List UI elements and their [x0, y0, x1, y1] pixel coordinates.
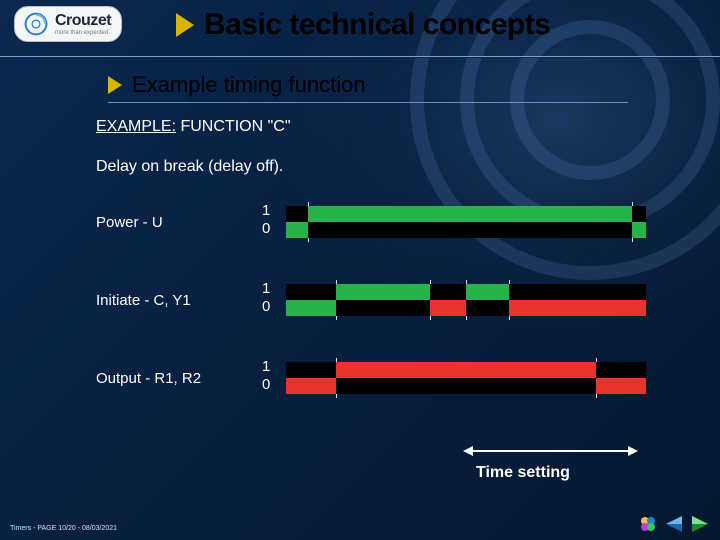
signal-segment: [286, 300, 336, 316]
tick: [632, 202, 633, 206]
signal-track: [286, 206, 646, 238]
example-line: EXAMPLE: FUNCTION "C": [96, 118, 291, 136]
tick: [632, 238, 633, 242]
delay-line: Delay on break (delay off).: [96, 158, 283, 176]
tick: [336, 280, 337, 284]
tick: [336, 394, 337, 398]
tick: [596, 358, 597, 362]
signal-row: Initiate - C, Y1 10: [96, 276, 656, 336]
signal-segment: [632, 222, 646, 238]
tick: [430, 316, 431, 320]
example-rest: FUNCTION "C": [176, 118, 290, 135]
subtitle-row: Example timing function: [108, 72, 366, 98]
tick: [509, 316, 510, 320]
title-rule: [0, 56, 720, 58]
logo-badge: Crouzet more than expected: [14, 6, 122, 42]
next-icon[interactable]: [692, 516, 708, 532]
prev-icon[interactable]: [666, 516, 682, 532]
time-setting-arrow-icon: [463, 442, 638, 460]
signal-label: Output - R1, R2: [96, 370, 256, 387]
logo-tagline: more than expected: [55, 30, 111, 36]
example-underline: EXAMPLE:: [96, 118, 176, 135]
signal-segment: [308, 206, 632, 222]
page-title: Basic technical concepts: [204, 8, 550, 42]
time-setting-label: Time setting: [476, 464, 570, 482]
signal-label: Initiate - C, Y1: [96, 292, 256, 309]
signal-segment: [509, 300, 646, 316]
signal-segment: [466, 284, 509, 300]
signal-segment: [336, 284, 430, 300]
tick: [466, 316, 467, 320]
signal-segment: [430, 300, 466, 316]
tick: [466, 280, 467, 284]
level-labels: 10: [262, 358, 270, 394]
subtitle-bullet-icon: [108, 76, 122, 94]
home-icon[interactable]: [640, 516, 656, 532]
title-bullet-icon: [176, 13, 194, 37]
timing-chart: Power - U10Initiate - C, Y110Output - R1…: [96, 198, 656, 448]
signal-track: [286, 284, 646, 316]
logo-swirl-icon: [23, 11, 49, 37]
level-labels: 10: [262, 280, 270, 316]
signal-row: Output - R1, R2 10: [96, 354, 656, 414]
level-labels: 10: [262, 202, 270, 238]
nav-controls: [640, 516, 708, 532]
tick: [308, 202, 309, 206]
signal-segment: [286, 378, 336, 394]
signal-segment: [596, 378, 646, 394]
title-row: Basic technical concepts: [176, 8, 550, 42]
page-subtitle: Example timing function: [132, 72, 366, 98]
logo-brand: Crouzet: [55, 12, 111, 29]
signal-track: [286, 362, 646, 394]
subtitle-rule: [108, 102, 628, 103]
tick: [509, 280, 510, 284]
tick: [308, 238, 309, 242]
tick: [596, 394, 597, 398]
tick: [336, 358, 337, 362]
tick: [336, 316, 337, 320]
signal-segment: [286, 222, 308, 238]
signal-segment: [336, 362, 595, 378]
footer-text: Timers - PAGE 10/20 - 08/03/2021: [10, 525, 117, 532]
tick: [430, 280, 431, 284]
signal-label: Power - U: [96, 214, 256, 231]
signal-row: Power - U 10: [96, 198, 656, 258]
